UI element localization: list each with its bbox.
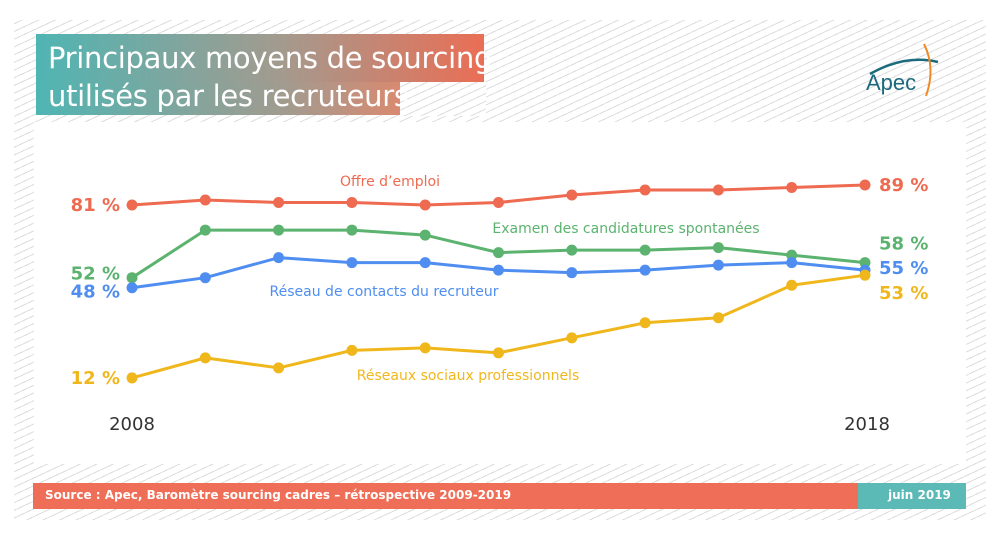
apec-logo-text: Apec (866, 70, 917, 95)
data-point (786, 257, 798, 269)
start-value-label: 48 % (71, 282, 120, 303)
data-point (126, 199, 138, 211)
data-point (419, 229, 431, 241)
data-point (199, 224, 211, 236)
data-point (639, 244, 651, 256)
data-point (493, 197, 504, 209)
data-point (419, 199, 431, 211)
data-point (126, 372, 138, 384)
data-point (566, 267, 578, 279)
data-point (786, 279, 798, 291)
end-value-label: 55 % (879, 258, 928, 279)
data-point (493, 247, 504, 259)
data-point (199, 272, 211, 284)
source-text: Source : Apec, Baromètre sourcing cadres… (45, 488, 512, 502)
start-value-label: 12 % (71, 368, 120, 389)
data-point (199, 194, 211, 206)
chart-area-background (34, 122, 966, 464)
data-point (639, 317, 651, 329)
data-point (346, 257, 358, 269)
date-banner: juin 2019 (858, 483, 966, 509)
data-point (273, 197, 285, 209)
data-point (126, 282, 138, 294)
source-banner: Source : Apec, Baromètre sourcing cadres… (33, 483, 871, 509)
data-point (639, 184, 651, 196)
data-point (493, 264, 504, 276)
series-label: Examen des candidatures spontanées (492, 221, 759, 237)
series-label: Offre d’emploi (340, 174, 440, 190)
data-point (273, 362, 285, 374)
series-label: Réseau de contacts du recruteur (270, 284, 499, 300)
data-point (346, 344, 358, 356)
data-point (566, 332, 578, 344)
title-line-1: Principaux moyens de sourcing (48, 41, 493, 75)
data-point (493, 347, 504, 359)
x-tick-label: 2018 (844, 414, 890, 435)
start-value-label: 81 % (71, 195, 120, 216)
data-point (273, 252, 285, 264)
data-point (126, 272, 138, 284)
data-point (346, 224, 358, 236)
data-point (712, 242, 724, 254)
data-point (786, 249, 798, 261)
data-point (273, 224, 285, 236)
data-point (712, 259, 724, 271)
end-value-label: 58 % (879, 234, 928, 255)
title-line-2: utilisés par les recruteurs (48, 79, 409, 113)
data-point (419, 342, 431, 354)
series-label: Réseaux sociaux professionnels (357, 368, 579, 384)
end-value-label: 89 % (879, 175, 928, 196)
series-line-3 (131, 273, 866, 380)
x-tick-label: 2008 (109, 414, 155, 435)
data-point (199, 352, 211, 364)
end-value-label: 53 % (879, 283, 928, 304)
data-point (786, 181, 798, 193)
data-point (419, 257, 431, 269)
data-point (859, 179, 871, 191)
data-point (712, 312, 724, 324)
data-point (712, 184, 724, 196)
title-banner-line2 (36, 82, 400, 115)
data-point (346, 197, 358, 209)
start-value-label: 52 % (71, 264, 120, 285)
title-banner-cutout (400, 82, 486, 116)
data-point (859, 269, 871, 281)
data-point (639, 264, 651, 276)
data-point (566, 189, 578, 201)
date-text: juin 2019 (888, 488, 951, 502)
data-point (566, 244, 578, 256)
apec-logo-icon (869, 43, 939, 97)
data-point (859, 257, 871, 269)
